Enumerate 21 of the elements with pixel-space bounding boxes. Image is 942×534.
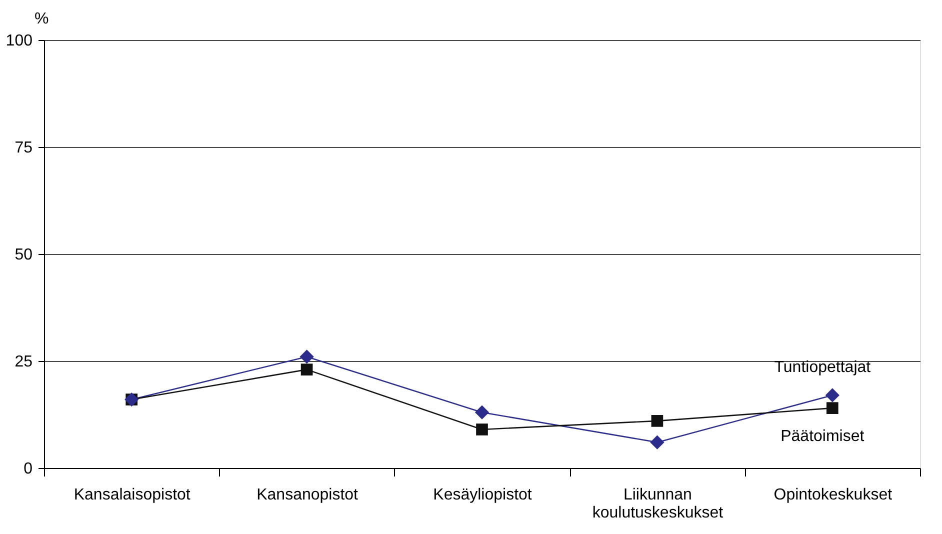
point: [826, 402, 838, 414]
y-tick-label: 25: [14, 354, 33, 370]
point: [651, 415, 664, 427]
y-tick-label: 75: [14, 140, 33, 156]
y-tick-label: 0: [24, 460, 33, 478]
y-axis-title: %: [34, 10, 49, 28]
point: [476, 424, 488, 436]
x-tick-label: Kesäyliopistot: [433, 486, 532, 504]
series-label: Päätoimiset: [780, 428, 865, 446]
x-tick-label: Opintokeskukset: [774, 486, 893, 504]
series-label: Tuntiopettajat: [774, 359, 872, 376]
x-tick-label: Kansalaisopistot: [74, 486, 191, 504]
point: [825, 388, 840, 402]
point: [650, 435, 664, 450]
y-tick-label: 100: [6, 32, 33, 50]
y-tick-label: 50: [14, 246, 33, 264]
x-tick-label: Liikunnan koulutuskeskukset: [592, 486, 724, 522]
point: [300, 364, 313, 376]
point: [300, 350, 314, 364]
point: [474, 405, 490, 420]
x-tick-label: Kansanopistot: [256, 486, 359, 504]
